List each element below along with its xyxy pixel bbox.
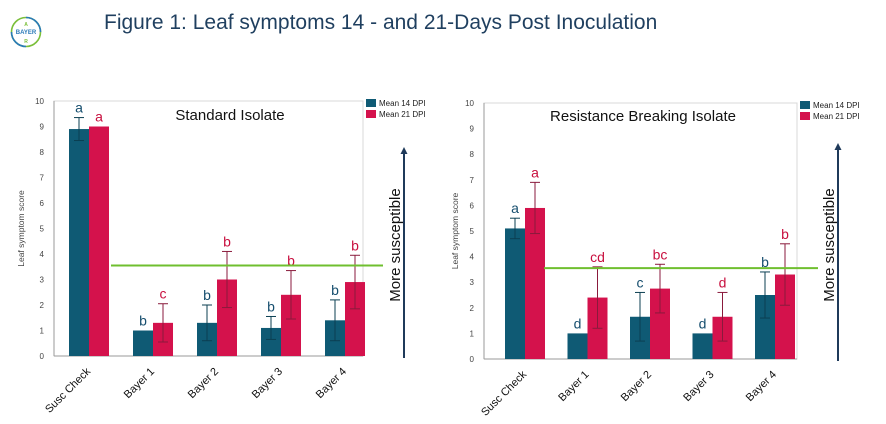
- significance-letter: b: [331, 282, 339, 298]
- significance-letter: a: [511, 200, 519, 216]
- legend-swatch: [366, 110, 376, 118]
- bar: [217, 279, 237, 356]
- chart-2: 0 1 2 3 4 5 6 7 8 9 10 Leaf symptom score Resistance…: [450, 99, 860, 419]
- y-tick-label: 1: [40, 327, 45, 336]
- significance-letter: a: [75, 100, 83, 116]
- bar: [755, 295, 775, 359]
- y-tick-label: 4: [40, 250, 45, 259]
- y-tick-label: 6: [470, 201, 475, 210]
- y-axis-label: Leaf symptom score: [16, 190, 26, 267]
- y-tick-label: 9: [470, 125, 475, 134]
- y-tick-label: 3: [40, 276, 45, 285]
- significance-letter: b: [287, 253, 295, 269]
- y-tick-label: 9: [40, 123, 45, 132]
- bar: [89, 126, 109, 356]
- significance-letter: d: [574, 315, 582, 331]
- bar: [345, 282, 365, 356]
- svg-text:A: A: [24, 22, 28, 28]
- x-tick-label: Susc Check: [43, 365, 93, 415]
- bar: [69, 129, 89, 356]
- significance-letter: b: [761, 254, 769, 270]
- x-tick-label: Bayer 1: [556, 369, 591, 404]
- x-tick-label: Bayer 4: [744, 369, 779, 404]
- significance-letter: b: [781, 226, 789, 242]
- bar: [261, 327, 281, 356]
- y-tick-label: 8: [40, 148, 45, 157]
- y-tick-label: 5: [470, 227, 475, 236]
- legend-swatch: [800, 101, 810, 109]
- y-tick-label: 2: [40, 301, 45, 310]
- y-tick-label: 2: [470, 304, 475, 313]
- significance-letter: b: [139, 313, 147, 329]
- arrow-label: More susceptible: [387, 188, 404, 301]
- y-tick-label: 10: [35, 97, 44, 106]
- legend-swatch: [366, 99, 376, 107]
- significance-letter: c: [637, 274, 644, 290]
- bar: [775, 274, 795, 359]
- bar: [692, 333, 713, 359]
- significance-letter: b: [267, 298, 275, 314]
- significance-letter: bc: [653, 246, 668, 262]
- significance-letter: d: [719, 274, 727, 290]
- significance-letter: a: [95, 109, 103, 125]
- y-tick-label: 0: [470, 355, 475, 364]
- chart-title: Standard Isolate: [175, 107, 284, 124]
- bar: [525, 207, 545, 359]
- x-tick-label: Bayer 2: [186, 366, 221, 401]
- bar: [505, 228, 525, 359]
- y-tick-label: 4: [470, 253, 475, 262]
- y-axis-label: Leaf symptom score: [450, 192, 460, 269]
- y-tick-label: 0: [40, 352, 45, 361]
- y-tick-label: 7: [40, 174, 45, 183]
- x-tick-label: Bayer 2: [619, 369, 654, 404]
- x-tick-label: Bayer 4: [314, 366, 349, 401]
- y-tick-label: 7: [470, 176, 475, 185]
- significance-letter: cd: [590, 249, 605, 265]
- arrow-head: [834, 143, 842, 150]
- legend-swatch: [800, 112, 810, 120]
- chart-1: 0 1 2 3 4 5 6 7 8 9 10 Leaf symptom score Standard I…: [16, 97, 426, 416]
- bar: [650, 288, 670, 359]
- figure-title: Figure 1: Leaf symptoms 14 - and 21-Days…: [104, 11, 658, 34]
- significance-letter: c: [160, 286, 167, 302]
- y-tick-label: 3: [470, 278, 475, 287]
- bayer-logo: BAYER A R: [10, 16, 42, 48]
- svg-text:R: R: [24, 39, 28, 45]
- legend-label: Mean 21 DPI: [813, 112, 860, 121]
- chart-title: Resistance Breaking Isolate: [550, 108, 736, 125]
- y-tick-label: 10: [465, 99, 474, 108]
- x-tick-label: Bayer 1: [122, 366, 157, 401]
- y-tick-label: 5: [40, 225, 45, 234]
- significance-letter: b: [223, 233, 231, 249]
- significance-letter: b: [351, 237, 359, 253]
- y-tick-label: 6: [40, 199, 45, 208]
- legend-label: Mean 14 DPI: [379, 99, 426, 108]
- bar: [567, 333, 588, 359]
- svg-text:BAYER: BAYER: [16, 30, 37, 36]
- legend-label: Mean 21 DPI: [379, 110, 426, 119]
- x-tick-label: Susc Check: [479, 368, 529, 418]
- bar: [133, 330, 153, 356]
- significance-letter: a: [531, 164, 539, 180]
- arrow-label: More susceptible: [821, 188, 838, 301]
- x-tick-label: Bayer 3: [681, 369, 716, 404]
- significance-letter: d: [699, 315, 707, 331]
- bar: [281, 294, 301, 356]
- x-tick-label: Bayer 3: [250, 366, 285, 401]
- y-tick-label: 8: [470, 150, 475, 159]
- y-tick-label: 1: [470, 329, 475, 338]
- legend-label: Mean 14 DPI: [813, 101, 860, 110]
- arrow-head: [400, 147, 408, 154]
- significance-letter: b: [203, 287, 211, 303]
